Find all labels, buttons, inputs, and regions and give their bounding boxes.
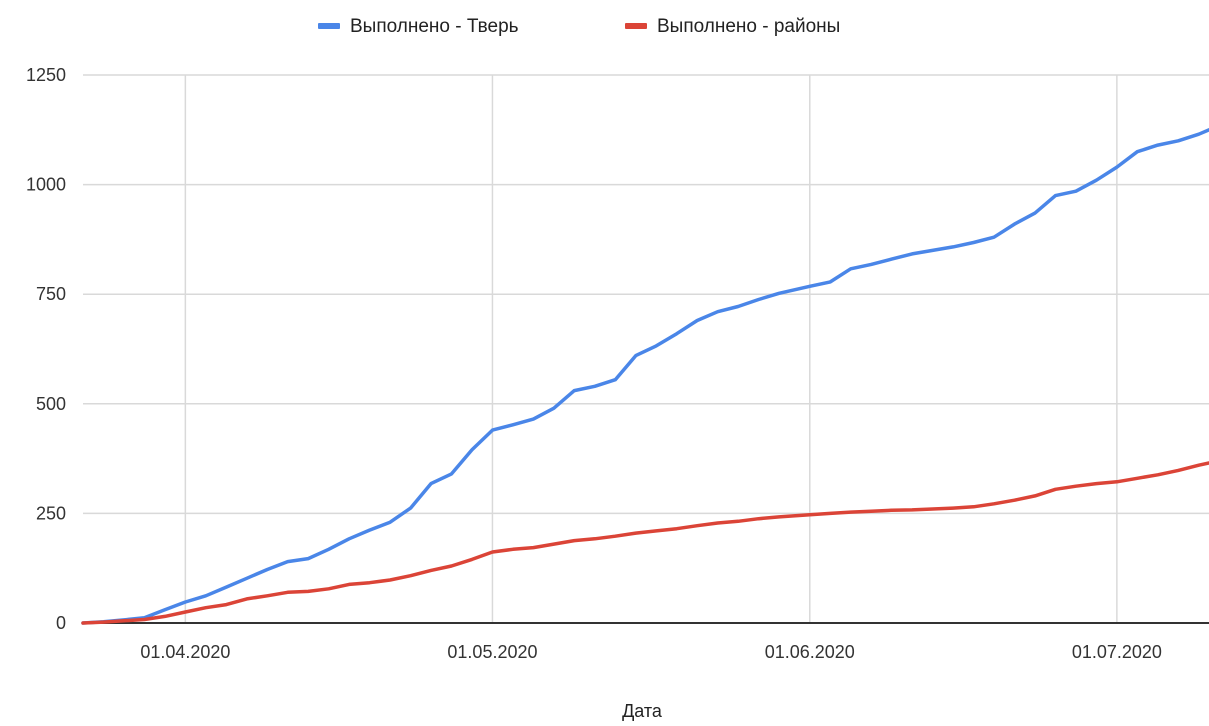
legend: Выполнено - Тверь Выполнено - районы — [318, 16, 840, 37]
series-line-tver — [81, 128, 1209, 625]
series-lines — [81, 128, 1209, 625]
legend-swatch-tver — [318, 23, 340, 29]
y-tick-label: 500 — [36, 394, 66, 414]
legend-swatch-districts — [625, 23, 647, 29]
legend-item-districts[interactable]: Выполнено - районы — [625, 16, 840, 37]
legend-label-tver: Выполнено - Тверь — [350, 16, 519, 37]
x-tick-label: 01.07.2020 — [1072, 642, 1162, 662]
y-tick-label: 1000 — [26, 175, 66, 195]
y-tick-label: 750 — [36, 284, 66, 304]
x-tick-label: 01.04.2020 — [140, 642, 230, 662]
y-tick-label: 1250 — [26, 65, 66, 85]
x-tick-label: 01.05.2020 — [447, 642, 537, 662]
x-tick-label: 01.06.2020 — [765, 642, 855, 662]
x-axis: 01.04.2020 01.05.2020 01.06.2020 01.07.2020 — [140, 642, 1162, 662]
x-axis-title: Дата — [622, 701, 663, 721]
legend-item-tver[interactable]: Выполнено - Тверь — [318, 16, 519, 37]
y-tick-label: 250 — [36, 503, 66, 523]
series-line-districts — [81, 461, 1209, 625]
y-axis: 0 250 500 750 1000 1250 — [26, 65, 66, 633]
legend-label-districts: Выполнено - районы — [657, 16, 840, 37]
gridlines — [83, 74, 1209, 624]
y-tick-label: 0 — [56, 613, 66, 633]
